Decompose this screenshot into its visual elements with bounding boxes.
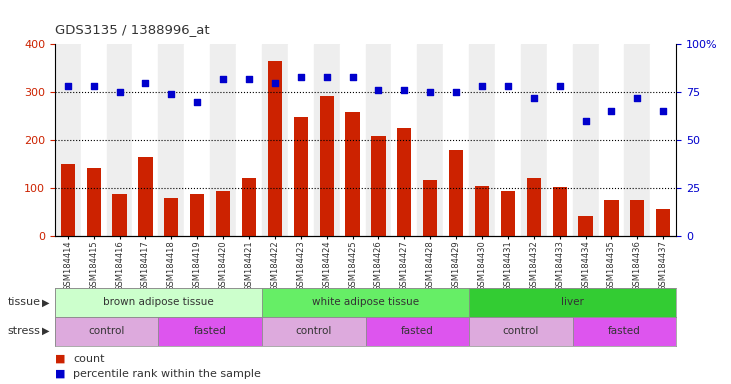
Bar [475,186,489,236]
Bar [107,44,132,236]
Point [165,91,177,97]
Bar [371,136,385,236]
Text: fasted: fasted [194,326,227,336]
Bar [288,44,314,236]
Text: brown adipose tissue: brown adipose tissue [103,297,213,308]
Bar [553,187,567,236]
Bar [319,96,334,236]
Bar [262,44,288,236]
Text: GDS3135 / 1388996_at: GDS3135 / 1388996_at [55,23,210,36]
Bar [159,44,184,236]
Bar [526,177,541,236]
Bar [184,44,210,236]
Text: percentile rank within the sample: percentile rank within the sample [73,369,261,379]
Bar [55,317,159,346]
Text: control: control [88,326,125,336]
Point [657,108,669,114]
Bar [572,44,599,236]
Point [580,118,591,124]
Bar [366,317,469,346]
Bar [86,168,101,236]
Bar [190,194,205,236]
Point [450,89,462,95]
Point [425,89,436,95]
Bar [469,44,495,236]
Text: white adipose tissue: white adipose tissue [312,297,419,308]
Bar [495,44,520,236]
Text: liver: liver [561,297,584,308]
Bar [449,150,463,236]
Bar [423,180,437,236]
Point [346,74,358,80]
Bar [417,44,443,236]
Point [114,89,126,95]
Bar [55,288,262,317]
Bar [547,44,572,236]
Text: ■: ■ [55,354,65,364]
Bar [501,190,515,236]
Point [269,79,281,86]
Bar [624,44,651,236]
Bar [236,44,262,236]
Text: control: control [503,326,539,336]
Point [140,79,151,86]
Point [62,83,74,89]
Point [502,83,514,89]
Bar [578,216,593,236]
Text: control: control [295,326,332,336]
Point [88,83,99,89]
Point [321,74,333,80]
Text: ■: ■ [55,369,65,379]
Point [192,99,203,105]
Bar [210,44,236,236]
Bar [55,44,80,236]
Text: stress: stress [7,326,40,336]
Bar [268,61,282,236]
Bar [391,44,417,236]
Bar [242,177,256,236]
Bar [605,200,618,236]
Bar [520,44,547,236]
Bar [340,44,366,236]
Bar [294,117,308,236]
Bar [138,157,153,236]
Bar [164,198,178,236]
Point [528,95,539,101]
Bar [443,44,469,236]
Bar [397,127,412,236]
Bar [599,44,624,236]
Bar [469,288,676,317]
Bar [159,317,262,346]
Point [243,76,255,82]
Text: ▶: ▶ [42,326,49,336]
Bar [469,317,572,346]
Text: fasted: fasted [401,326,433,336]
Point [554,83,566,89]
Bar [572,317,676,346]
Bar [651,44,676,236]
Bar [61,164,75,236]
Text: tissue: tissue [7,297,40,308]
Point [605,108,617,114]
Bar [630,200,645,236]
Bar [262,317,366,346]
Point [476,83,488,89]
Bar [113,194,126,236]
Point [632,95,643,101]
Point [295,74,306,80]
Point [217,76,229,82]
Point [398,87,410,93]
Bar [366,44,391,236]
Text: ▶: ▶ [42,297,49,308]
Bar [216,190,230,236]
Bar [80,44,107,236]
Bar [132,44,159,236]
Point [373,87,385,93]
Bar [656,209,670,236]
Text: fasted: fasted [608,326,641,336]
Bar [314,44,340,236]
Bar [346,112,360,236]
Bar [262,288,469,317]
Text: count: count [73,354,105,364]
